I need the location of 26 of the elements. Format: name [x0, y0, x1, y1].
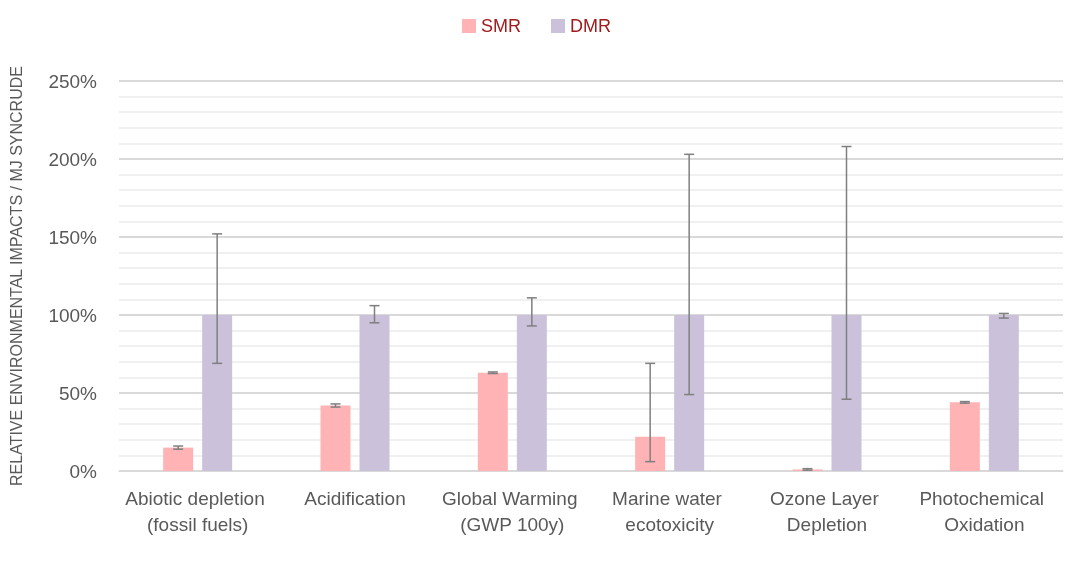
bar — [477, 372, 508, 471]
bar — [202, 315, 233, 471]
bar — [320, 405, 351, 471]
y-tick-label: 50% — [58, 382, 98, 404]
legend-label: SMR — [481, 16, 521, 36]
x-tick-label: Acidification — [304, 487, 406, 509]
bar — [635, 436, 666, 471]
y-tick-label: 200% — [48, 148, 98, 170]
y-tick-label: 0% — [69, 460, 98, 482]
bar — [674, 315, 705, 471]
bar — [163, 447, 194, 471]
x-tick-label: Photochemical Oxidation — [919, 487, 1050, 535]
y-axis-title: RELATIVE ENVIRONMENTAL IMPACTS / MJ SYNCRUDE — [7, 66, 25, 486]
legend-label: DMR — [570, 16, 611, 36]
y-tick-label: 250% — [48, 70, 98, 92]
bar — [949, 402, 980, 471]
bar — [831, 315, 862, 471]
y-tick-label: 150% — [48, 226, 98, 248]
bar — [988, 315, 1019, 471]
bar — [516, 315, 547, 471]
x-tick-label: Abiotic depletion (fossil fuels) — [125, 487, 271, 535]
x-tick-label: Global Warming (GWP 100y) — [441, 487, 583, 535]
bar — [359, 315, 390, 471]
x-tick-label: Ozone Layer Depletion — [769, 487, 885, 535]
x-tick-label: Marine water ecotoxicity — [612, 487, 728, 535]
y-tick-label: 100% — [48, 304, 98, 326]
